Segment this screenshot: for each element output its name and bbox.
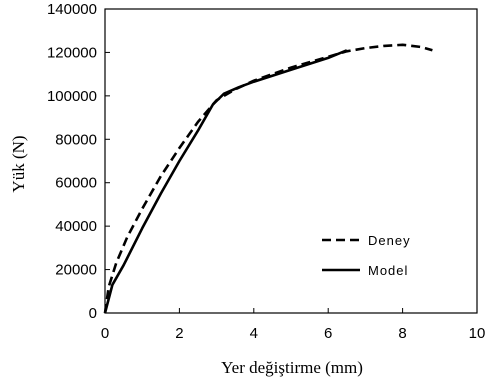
y-tick-label: 0 [89, 305, 97, 322]
series-line-deney [103, 43, 433, 314]
y-tick-label: 20000 [55, 262, 97, 279]
x-tick-label: 4 [250, 325, 258, 342]
plot-border [104, 8, 478, 314]
y-tick-label: 60000 [55, 175, 97, 192]
legend-label-model: Model [368, 263, 408, 278]
x-tick-label: 6 [324, 325, 332, 342]
y-tick-label: 40000 [55, 218, 97, 235]
axis-ticks: 0 2 4 6 8 10 0 20000 40000 60000 80000 100000 120000… [47, 1, 485, 342]
series-line-model [103, 49, 348, 314]
y-axis-title: Yük (N) [9, 135, 28, 192]
y-tick-label: 80000 [55, 131, 97, 148]
x-axis-title: Yer değiştirme (mm) [221, 358, 363, 377]
legend: Deney Model [322, 233, 411, 278]
y-tick-label: 100000 [47, 88, 97, 105]
x-tick-label: 8 [398, 325, 406, 342]
series-layer [103, 43, 433, 314]
y-tick-label: 140000 [47, 1, 97, 18]
x-tick-label: 2 [175, 325, 183, 342]
legend-label-deney: Deney [368, 233, 411, 248]
x-tick-label: 10 [469, 325, 486, 342]
plot-frame [104, 8, 478, 314]
x-tick-label: 0 [101, 325, 109, 342]
y-tick-label: 120000 [47, 44, 97, 61]
